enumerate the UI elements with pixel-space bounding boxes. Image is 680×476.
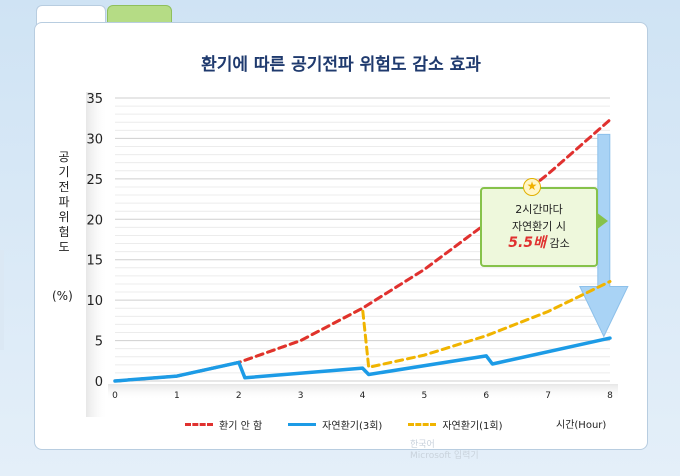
y-tick-label: 20: [86, 213, 103, 228]
x-tick-label: 6: [483, 391, 489, 401]
legend-item-ventilation-1: 자연환기(1회): [408, 417, 503, 432]
y-tick-label: 30: [86, 132, 103, 147]
legend-item-ventilation-3: 자연환기(3회): [288, 417, 382, 432]
callout-pointer: [596, 212, 608, 230]
y-tick-label: 5: [95, 335, 103, 350]
legend-label: 자연환기(1회): [442, 421, 503, 432]
callout-line-3: 5.5배 감소: [482, 235, 596, 252]
x-tick-label: 5: [422, 391, 428, 401]
y-tick-label: 35: [86, 92, 103, 107]
y-tick-label: 10: [86, 294, 103, 309]
y-tick-label: 15: [86, 254, 103, 269]
series-line-2: [113, 280, 612, 383]
y-axis-shade: [86, 92, 108, 417]
x-tick-labels: 0 1 2 3 4 5 6 7 8: [112, 391, 613, 401]
ime-line-2: Microsoft 입력기: [410, 451, 479, 461]
y-axis-label-text: 공기전파 위험도: [58, 150, 70, 254]
background-stub: [0, 250, 4, 350]
ime-watermark: 한국어 Microsoft 입력기: [410, 440, 479, 462]
legend-swatch-red: [185, 423, 213, 426]
x-tick-label: 8: [607, 391, 613, 401]
legend-label: 자연환기(3회): [322, 421, 383, 432]
x-axis-shade: [108, 384, 618, 400]
callout-highlight: 5.5배: [508, 235, 546, 251]
chart-title: 환기에 따른 공기전파 위험도 감소 효과: [201, 55, 481, 75]
legend-label: 환기 안 함: [219, 421, 263, 432]
reduction-arrow: [579, 133, 629, 338]
x-tick-label: 1: [174, 391, 180, 401]
y-axis-label: 공기전파 위험도: [54, 150, 74, 255]
legend-swatch-blue: [288, 423, 317, 426]
legend: 환기 안 함 자연환기(3회) 자연환기(1회): [185, 417, 529, 432]
x-tick-label: 2: [236, 391, 242, 401]
callout-line-2: 자연환기 시: [511, 220, 567, 233]
x-tick-label: 3: [298, 391, 304, 401]
callout-box: 2시간마다 자연환기 시 5.5배 감소: [480, 187, 598, 267]
x-axis-label: 시간(Hour): [556, 420, 607, 431]
gridlines: [115, 97, 610, 382]
y-axis-unit: (%): [52, 289, 73, 303]
callout-line-1: 2시간마다: [515, 203, 563, 216]
x-tick-label: 4: [360, 391, 366, 401]
y-tick-labels: 0 5 10 15 20 25 30 35: [86, 92, 103, 390]
series-line-1: [113, 336, 612, 383]
x-tick-label: 0: [112, 391, 118, 401]
reduction-arrow-shape: [579, 133, 629, 338]
y-tick-label: 25: [86, 173, 103, 188]
tab-inactive[interactable]: [36, 5, 106, 25]
y-tick-label: 0: [95, 375, 103, 390]
legend-swatch-orange: [408, 423, 437, 426]
ime-line-1: 한국어: [410, 440, 435, 450]
callout-suffix: 감소: [545, 237, 570, 250]
star-icon: ★: [523, 178, 541, 196]
x-tick-label: 7: [545, 391, 551, 401]
legend-item-no-ventilation: 환기 안 함: [185, 417, 262, 432]
